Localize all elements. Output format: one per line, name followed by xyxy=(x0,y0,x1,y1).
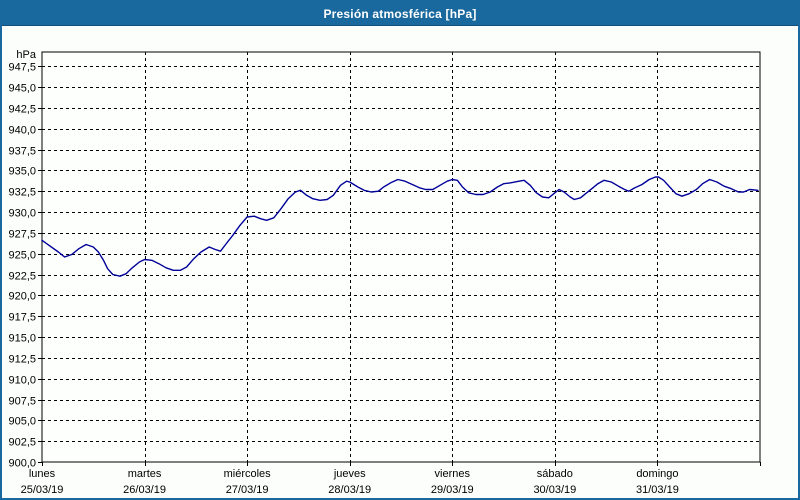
y-axis-label: 905,0 xyxy=(8,416,36,428)
y-axis-label: 927,5 xyxy=(8,229,36,241)
y-axis-label: 910,0 xyxy=(8,375,36,387)
x-axis-day-label: miércoles xyxy=(224,468,272,480)
pressure-chart: 947,5 945,0 942,5 940,0 937,5 935,0 932,5 930,0… xyxy=(8,49,761,496)
x-axis-date-label: 25/03/19 xyxy=(21,484,64,496)
y-axis-label: 925,0 xyxy=(8,250,36,262)
x-axis-date-label: 31/03/19 xyxy=(636,484,679,496)
x-axis-day-label: viernes xyxy=(435,468,471,480)
pressure-line xyxy=(41,176,759,277)
x-axis-day-label: sábado xyxy=(537,468,573,480)
x-axis-date-label: 27/03/19 xyxy=(226,484,269,496)
y-axis-label: 922,5 xyxy=(8,271,36,283)
x-axis-day-label: martes xyxy=(128,468,162,480)
y-axis-label: 935,0 xyxy=(8,166,36,178)
x-axis-date-label: 26/03/19 xyxy=(123,484,166,496)
y-axis-label: 907,5 xyxy=(8,396,36,408)
y-axis-label: 902,5 xyxy=(8,437,36,449)
y-axis-label: 920,0 xyxy=(8,291,36,303)
y-axis-label: 937,5 xyxy=(8,146,36,158)
y-axis-label: 915,0 xyxy=(8,333,36,345)
y-axis-label: 940,0 xyxy=(8,125,36,137)
x-axis-day-label: domingo xyxy=(636,468,678,480)
window-title: Presión atmosférica [hPa] xyxy=(323,6,477,21)
y-axis-label: 942,5 xyxy=(8,104,36,116)
x-axis-date-label: 28/03/19 xyxy=(328,484,371,496)
x-axis-day-label: lunes xyxy=(29,468,56,480)
y-axis-unit: hPa xyxy=(16,49,36,61)
y-axis-label: 930,0 xyxy=(8,208,36,220)
title-bar: Presión atmosférica [hPa] xyxy=(2,2,798,26)
y-axis-label: 900,0 xyxy=(8,458,36,470)
x-axis-day-label: jueves xyxy=(333,468,366,480)
y-axis-label: 912,5 xyxy=(8,354,36,366)
y-axis-label: 945,0 xyxy=(8,83,36,95)
x-axis-date-label: 29/03/19 xyxy=(431,484,474,496)
y-axis-label: 947,5 xyxy=(8,62,36,74)
y-axis-label: 917,5 xyxy=(8,312,36,324)
x-axis-date-label: 30/03/19 xyxy=(533,484,576,496)
plot-area xyxy=(41,51,761,463)
y-axis-label: 932,5 xyxy=(8,187,36,199)
